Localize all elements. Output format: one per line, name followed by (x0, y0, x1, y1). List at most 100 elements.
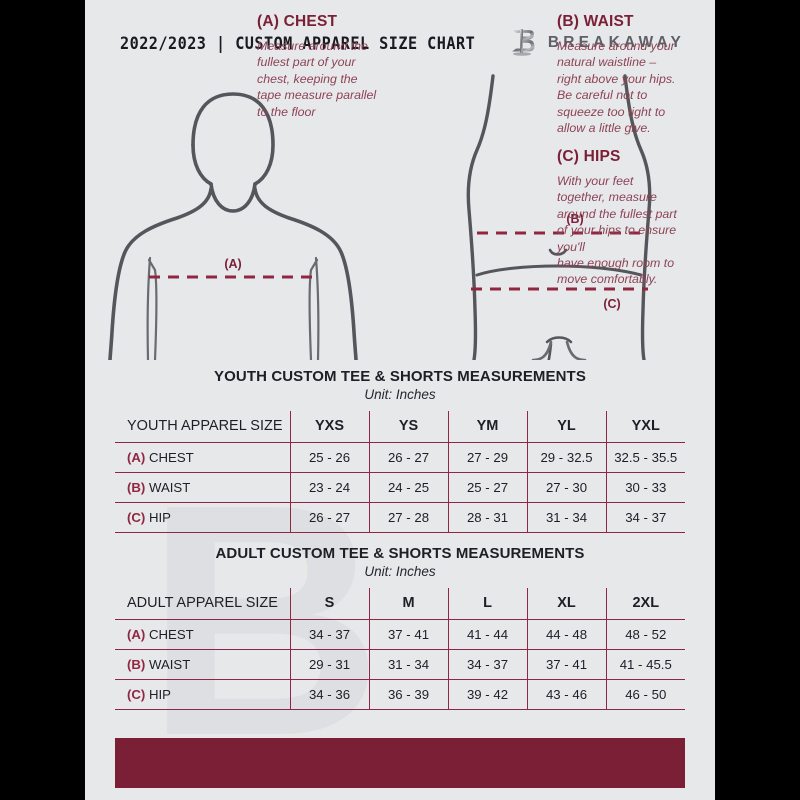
table-row: (C) HIP 34 - 36 36 - 39 39 - 42 43 - 46 … (115, 678, 685, 710)
breakaway-b-logo-icon (511, 29, 535, 56)
adult-cell-0-0: 34 - 37 (289, 618, 369, 650)
youth-row-label-1: (B) WAIST (115, 471, 290, 503)
brand-name: BREAKAWAY (547, 34, 685, 51)
note-waist-title: (B) WAIST (557, 13, 634, 30)
adult-size-col-3: XL (526, 588, 606, 620)
adult-cell-0-3: 44 - 48 (526, 618, 606, 650)
adult-row-tag-2: (C) (127, 686, 146, 702)
note-chest-body: Measure around the fullest part of your … (257, 39, 377, 119)
adult-row-label-0: (A) CHEST (115, 618, 290, 650)
adult-size-col-1: M (368, 588, 448, 620)
adult-cell-0-2: 41 - 44 (447, 618, 527, 650)
waist-measure-label: (B) (566, 212, 583, 226)
youth-cell-1-0: 23 - 24 (289, 471, 369, 503)
body-diagrams: (A) (B) ( (108, 74, 652, 360)
size-chart-page: B 2022/2023 | CUSTOM APPAREL SIZE CHART (85, 0, 715, 800)
adult-row-tag-0: (A) (127, 626, 146, 642)
navel-mark (548, 248, 568, 256)
youth-table-header-row: YOUTH APPAREL SIZE YXS YS YM YL YXL (115, 411, 685, 443)
adult-row-name-0: CHEST (148, 626, 194, 642)
adult-row-name-2: HIP (148, 686, 171, 702)
adult-measurements-section: ADULT CUSTOM TEE & SHORTS MEASUREMENTS U… (115, 545, 685, 710)
adult-cell-2-2: 39 - 42 (447, 678, 527, 710)
adult-cell-1-4: 41 - 45.5 (605, 648, 685, 680)
youth-row-name-2: HIP (148, 509, 171, 525)
adult-cell-2-1: 36 - 39 (368, 678, 448, 710)
adult-cell-2-4: 46 - 50 (605, 678, 685, 710)
youth-cell-0-3: 29 - 32.5 (526, 441, 606, 473)
youth-size-col-1: YS (368, 411, 448, 443)
table-row: (B) WAIST 23 - 24 24 - 25 25 - 27 27 - 3… (115, 471, 685, 503)
youth-cell-2-3: 31 - 34 (526, 501, 606, 533)
brand-lockup: BREAKAWAY (509, 28, 685, 58)
youth-row-label-0: (A) CHEST (115, 441, 290, 473)
youth-cell-0-0: 25 - 26 (289, 441, 369, 473)
table-row: (C) HIP 26 - 27 27 - 28 28 - 31 31 - 34 … (115, 501, 685, 533)
youth-row-label-2: (C) HIP (115, 501, 290, 533)
adult-cell-2-0: 34 - 36 (289, 678, 369, 710)
adult-size-col-2: L (447, 588, 527, 620)
footer-accent-bar (115, 738, 685, 788)
adult-cell-0-1: 37 - 41 (368, 618, 448, 650)
youth-section-title: YOUTH CUSTOM TEE & SHORTS MEASUREMENTS (214, 368, 586, 385)
adult-cell-2-3: 43 - 46 (526, 678, 606, 710)
note-hips: (C) HIPS With your feet together, measur… (557, 148, 702, 288)
youth-cell-0-2: 27 - 29 (447, 441, 527, 473)
table-row: (A) CHEST 25 - 26 26 - 27 27 - 29 29 - 3… (115, 441, 685, 473)
table-row: (A) CHEST 34 - 37 37 - 41 41 - 44 44 - 4… (115, 618, 685, 650)
note-waist-body: Measure around your natural waistline – … (557, 39, 676, 136)
youth-size-label: YOUTH APPAREL SIZE (115, 411, 290, 443)
note-chest: (A) CHEST Measure around the fullest par… (257, 13, 397, 120)
torso-muscle-lines (146, 256, 320, 360)
adult-size-col-4: 2XL (605, 588, 685, 620)
adult-cell-0-4: 48 - 52 (605, 618, 685, 650)
note-hips-title: (C) HIPS (557, 148, 621, 165)
adult-cell-1-2: 34 - 37 (447, 648, 527, 680)
adult-size-table: ADULT APPAREL SIZE S M L XL 2XL (A) CHES… (115, 588, 685, 710)
adult-cell-1-0: 29 - 31 (289, 648, 369, 680)
adult-table-header-row: ADULT APPAREL SIZE S M L XL 2XL (115, 588, 685, 620)
youth-row-tag-1: (B) (127, 479, 146, 495)
youth-cell-1-1: 24 - 25 (368, 471, 448, 503)
youth-cell-1-2: 25 - 27 (447, 471, 527, 503)
youth-size-col-0: YXS (289, 411, 369, 443)
adult-section-title: ADULT CUSTOM TEE & SHORTS MEASUREMENTS (215, 545, 585, 562)
adult-row-label-2: (C) HIP (115, 678, 290, 710)
adult-row-tag-1: (B) (127, 656, 146, 672)
youth-row-name-0: CHEST (148, 449, 194, 465)
adult-size-col-0: S (289, 588, 369, 620)
hips-figure (466, 74, 652, 360)
youth-cell-1-3: 27 - 30 (526, 471, 606, 503)
youth-cell-2-2: 28 - 31 (447, 501, 527, 533)
youth-cell-2-1: 27 - 28 (368, 501, 448, 533)
youth-size-table: YOUTH APPAREL SIZE YXS YS YM YL YXL (A) … (115, 411, 685, 533)
youth-measurements-section: YOUTH CUSTOM TEE & SHORTS MEASUREMENTS U… (115, 368, 685, 533)
page-header: 2022/2023 | CUSTOM APPAREL SIZE CHART (85, 26, 715, 60)
adult-section-unit: Unit: Inches (364, 564, 436, 579)
page-title: 2022/2023 | CUSTOM APPAREL SIZE CHART (120, 33, 476, 53)
adult-row-label-1: (B) WAIST (115, 648, 290, 680)
youth-row-tag-0: (A) (127, 449, 146, 465)
youth-cell-2-4: 34 - 37 (605, 501, 685, 533)
hip-measure-label: (C) (603, 297, 620, 311)
adult-cell-1-1: 31 - 34 (368, 648, 448, 680)
youth-cell-2-0: 26 - 27 (289, 501, 369, 533)
adult-size-label: ADULT APPAREL SIZE (115, 588, 290, 620)
youth-size-col-2: YM (447, 411, 527, 443)
youth-cell-0-4: 32.5 - 35.5 (605, 441, 685, 473)
note-waist: (B) WAIST Measure around your natural wa… (557, 13, 697, 136)
measurement-illustrations: (A) (B) ( (85, 70, 715, 360)
youth-cell-1-4: 30 - 33 (605, 471, 685, 503)
leg-lines (531, 340, 587, 360)
youth-size-col-3: YL (526, 411, 606, 443)
youth-section-unit: Unit: Inches (364, 387, 436, 402)
note-chest-title: (A) CHEST (257, 13, 338, 30)
youth-row-tag-2: (C) (127, 509, 146, 525)
chest-measure-label: (A) (224, 257, 241, 271)
torso-figure (108, 92, 358, 360)
note-hips-body: With your feet together, measure around … (557, 174, 677, 287)
youth-row-name-1: WAIST (148, 479, 191, 495)
youth-size-col-4: YXL (605, 411, 685, 443)
adult-cell-1-3: 37 - 41 (526, 648, 606, 680)
table-row: (B) WAIST 29 - 31 31 - 34 34 - 37 37 - 4… (115, 648, 685, 680)
